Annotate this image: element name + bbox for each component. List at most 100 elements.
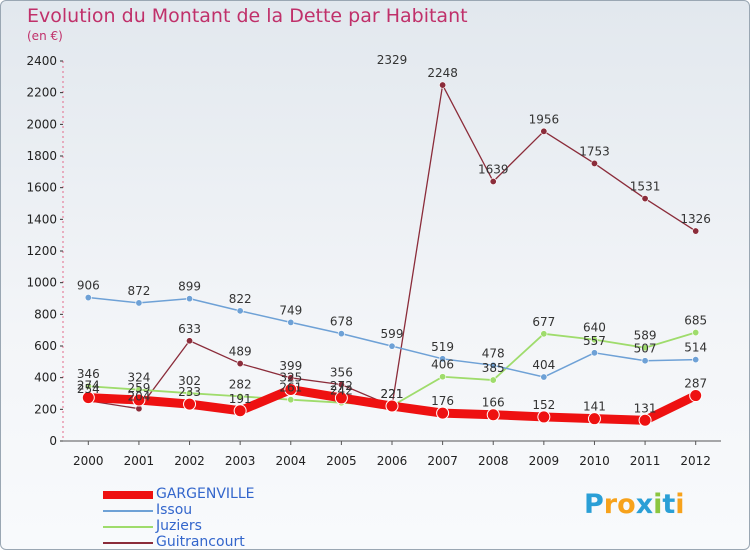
data-label-guitrancourt: 2248 (427, 66, 458, 80)
x-tick-label: 2001 (124, 454, 155, 468)
legend-swatch-guitrancourt (103, 542, 153, 544)
y-tick-label: 800 (34, 307, 57, 321)
data-point-juziers (692, 329, 700, 337)
data-label-guitrancourt: 399 (279, 359, 302, 373)
data-label-juziers: 261 (279, 381, 302, 395)
data-label-guitrancourt: 1531 (630, 180, 661, 194)
data-point-gargenville (385, 399, 399, 413)
data-point-issou (135, 299, 143, 307)
data-label-issou: 872 (127, 284, 150, 298)
data-point-gargenville (689, 389, 703, 403)
data-label-guitrancourt: 1753 (579, 144, 610, 158)
legend-swatch-gargenville (103, 491, 153, 499)
data-label-guitrancourt: 204 (127, 390, 150, 404)
data-label-issou: 599 (381, 327, 404, 341)
data-label-guitrancourt: 489 (229, 345, 252, 359)
data-point-juziers (236, 392, 244, 400)
data-label-issou: 507 (634, 342, 657, 356)
legend-label-gargenville: GARGENVILLE (156, 486, 255, 502)
data-label-juziers: 406 (431, 358, 454, 372)
data-point-juziers (439, 373, 447, 381)
data-label-juziers: 346 (77, 367, 100, 381)
data-label-gargenville: 272 (330, 379, 353, 393)
x-tick-label: 2009 (529, 454, 560, 468)
data-point-juziers (135, 386, 143, 394)
logo-letter: t (662, 489, 676, 520)
data-label-issou: 478 (482, 346, 505, 360)
data-point-guitrancourt (641, 195, 649, 203)
logo-letter: P (584, 489, 604, 520)
data-point-guitrancourt (186, 337, 194, 345)
data-label-juziers: 640 (583, 321, 606, 335)
data-point-issou (439, 355, 447, 363)
data-point-issou (337, 330, 345, 338)
data-point-gargenville (132, 393, 146, 407)
data-point-gargenville (284, 383, 298, 397)
y-tick-label: 200 (34, 402, 57, 416)
x-tick-label: 2008 (478, 454, 509, 468)
x-tick-label: 2003 (225, 454, 256, 468)
data-label-juziers: 221 (381, 387, 404, 401)
data-point-issou (489, 361, 497, 369)
data-point-issou (388, 342, 396, 350)
x-tick-label: 2011 (630, 454, 661, 468)
data-point-issou (84, 294, 92, 302)
y-tick-label: 2400 (26, 54, 57, 68)
data-label-issou: 749 (279, 303, 302, 317)
data-label-juziers: 324 (127, 371, 150, 385)
data-label-guitrancourt: 1956 (529, 112, 560, 126)
data-label-guitrancourt: 1639 (478, 162, 509, 176)
data-point-guitrancourt (337, 381, 345, 389)
data-point-gargenville (81, 391, 95, 405)
data-point-gargenville (486, 408, 500, 422)
data-label-guitrancourt: 2329 (377, 53, 408, 67)
y-tick-label: 1400 (26, 212, 57, 226)
data-point-issou (186, 295, 194, 303)
x-tick-label: 2005 (326, 454, 357, 468)
data-point-issou (641, 357, 649, 365)
data-label-gargenville: 176 (431, 394, 454, 408)
data-label-juziers: 385 (482, 361, 505, 375)
data-point-gargenville (436, 406, 450, 420)
data-label-juziers: 677 (532, 315, 555, 329)
data-point-issou (692, 356, 700, 364)
legend-label-issou: Issou (156, 502, 193, 518)
logo-letter: x (635, 489, 654, 520)
y-tick-label: 1200 (26, 244, 57, 258)
data-point-guitrancourt (439, 81, 447, 89)
data-label-gargenville: 259 (127, 381, 150, 395)
data-label-gargenville: 152 (532, 398, 555, 412)
data-label-issou: 822 (229, 292, 252, 306)
data-label-gargenville: 325 (279, 371, 302, 385)
proxiti-logo: Proxiti (584, 489, 685, 520)
data-point-issou (236, 307, 244, 315)
x-tick-label: 2004 (275, 454, 306, 468)
y-tick-label: 400 (34, 371, 57, 385)
data-point-gargenville (587, 412, 601, 426)
y-tick-label: 0 (49, 434, 57, 448)
logo-letter: o (617, 489, 636, 520)
data-point-gargenville (537, 410, 551, 424)
y-tick-label: 1600 (26, 181, 57, 195)
data-label-issou: 404 (532, 358, 555, 372)
data-point-issou (540, 373, 548, 381)
data-label-juziers: 589 (634, 329, 657, 343)
chart-subtitle: (en €) (27, 29, 63, 43)
data-label-guitrancourt: 254 (77, 382, 100, 396)
y-tick-label: 1000 (26, 276, 57, 290)
data-point-issou (590, 349, 598, 357)
data-label-guitrancourt: 633 (178, 322, 201, 336)
line-chart: 0 200 400 600 800 1000 1200 1400 1600 1800 2000 220… (26, 53, 721, 468)
data-label-issou: 678 (330, 315, 353, 329)
data-label-gargenville: 166 (482, 396, 505, 410)
data-point-juziers (186, 389, 194, 397)
data-point-guitrancourt (540, 127, 548, 135)
x-tick-label: 2002 (174, 454, 205, 468)
data-label-juziers: 685 (684, 314, 707, 328)
x-tick-label: 2000 (73, 454, 104, 468)
data-label-issou: 906 (77, 279, 100, 293)
logo-letter: i (653, 489, 663, 520)
data-label-issou: 514 (684, 341, 707, 355)
y-tick-label: 1800 (26, 149, 57, 163)
